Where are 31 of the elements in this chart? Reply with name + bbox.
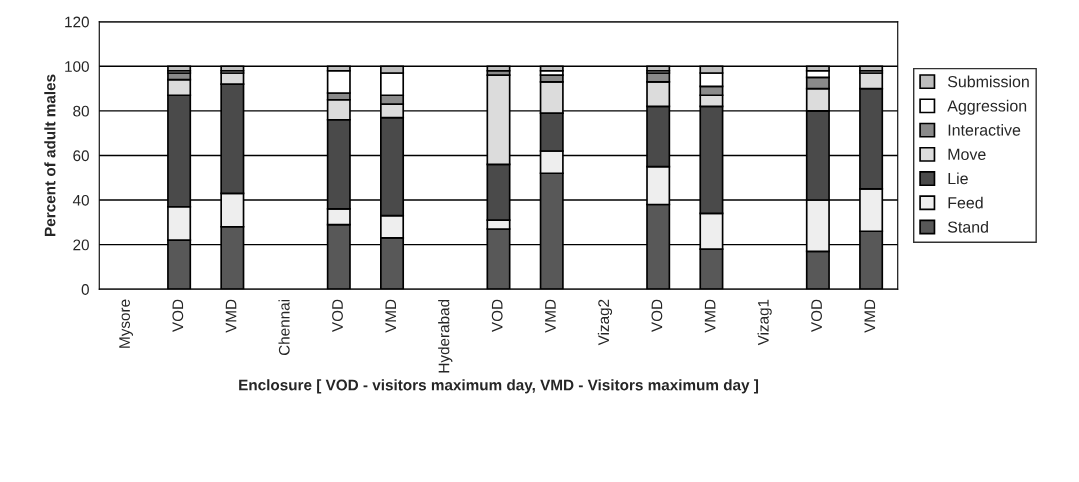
legend-label: Interactive — [948, 124, 1021, 136]
x-tick-label: VOD — [651, 299, 663, 332]
y-tick-label: 40 — [72, 194, 89, 206]
x-tick-label: Hyderabad — [438, 299, 453, 373]
legend-label: Feed — [948, 196, 983, 209]
legend-label: Lie — [948, 172, 968, 185]
legend-label: Stand — [947, 221, 988, 233]
legend-label: Move — [948, 148, 986, 161]
x-tick-label: Chennai — [278, 299, 290, 356]
x-tick-label: VMD — [864, 299, 876, 333]
y-tick-label: 0 — [81, 284, 89, 295]
x-tick-label: VOD — [332, 299, 343, 332]
x-tick-label: Vizag2 — [597, 299, 613, 346]
y-tick-label: 80 — [73, 105, 89, 117]
x-tick-label: VOD — [811, 299, 822, 332]
x-tick-label: VOD — [491, 299, 503, 332]
y-tick-label: 60 — [73, 150, 89, 162]
x-axis-title: Enclosure [ VOD - visitors maximum day, VMD - Visitors maximum day ] — [239, 379, 759, 394]
y-axis-title: Percent of adult males — [44, 74, 56, 236]
x-tick-label: Vizag1 — [757, 299, 772, 346]
x-tick-label: VMD — [704, 299, 716, 333]
x-tick-label: VMD — [385, 299, 396, 333]
y-tick-label: 120 — [65, 16, 89, 28]
x-tick-label: VMD — [545, 299, 556, 333]
legend-label: Submission — [947, 75, 1029, 88]
y-tick-label: 100 — [65, 61, 89, 72]
legend-label: Aggression — [947, 99, 1027, 115]
x-tick-label: Mysore — [119, 299, 133, 348]
y-tick-label: 20 — [73, 239, 89, 251]
x-tick-label: VMD — [225, 299, 237, 333]
x-tick-label: VOD — [172, 299, 184, 332]
